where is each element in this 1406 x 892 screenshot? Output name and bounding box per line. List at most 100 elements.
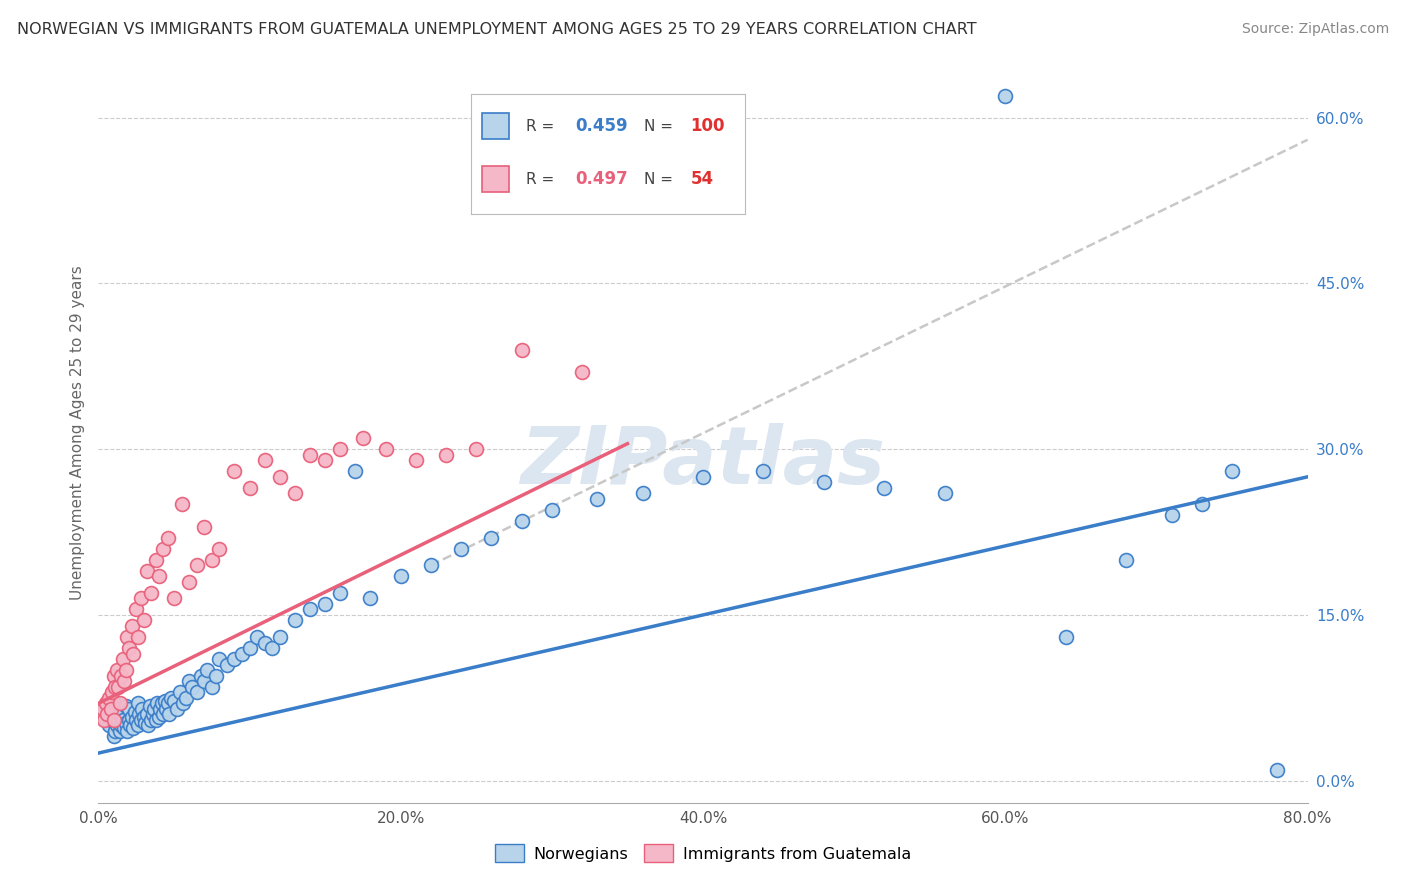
Point	[299, 602, 322, 616]
Point	[186, 558, 208, 573]
Point	[159, 707, 181, 722]
Point	[139, 698, 162, 713]
Point	[112, 674, 135, 689]
Point	[114, 716, 136, 731]
Point	[208, 652, 231, 666]
Point	[152, 541, 174, 556]
Point	[934, 486, 956, 500]
Point	[128, 707, 150, 722]
Point	[96, 707, 118, 722]
Point	[91, 707, 114, 722]
Point	[181, 680, 204, 694]
Point	[129, 591, 152, 606]
Text: 54: 54	[690, 170, 713, 188]
Point	[98, 690, 121, 705]
Point	[145, 552, 167, 566]
Point	[135, 707, 157, 722]
Point	[94, 713, 117, 727]
Point	[510, 343, 533, 357]
Point	[96, 702, 118, 716]
Point	[100, 702, 122, 716]
Point	[231, 647, 253, 661]
Point	[108, 723, 131, 738]
Point	[179, 674, 201, 689]
Text: ZIPatlas: ZIPatlas	[520, 423, 886, 501]
Point	[239, 481, 262, 495]
Point	[131, 702, 153, 716]
Point	[253, 453, 276, 467]
Point	[246, 630, 269, 644]
Point	[115, 630, 138, 644]
Point	[148, 569, 170, 583]
Point	[111, 713, 134, 727]
Point	[114, 663, 136, 677]
Legend: Norwegians, Immigrants from Guatemala: Norwegians, Immigrants from Guatemala	[489, 838, 917, 869]
Point	[1115, 552, 1137, 566]
Point	[108, 697, 131, 711]
Point	[100, 713, 122, 727]
Point	[90, 707, 112, 722]
Point	[107, 680, 129, 694]
Point	[118, 702, 141, 716]
Point	[193, 674, 215, 689]
Text: 0.497: 0.497	[575, 170, 628, 188]
Y-axis label: Unemployment Among Ages 25 to 29 years: Unemployment Among Ages 25 to 29 years	[69, 265, 84, 600]
Point	[122, 647, 145, 661]
Point	[125, 713, 148, 727]
Point	[269, 470, 291, 484]
Point	[152, 707, 174, 722]
Point	[127, 630, 149, 644]
Point	[110, 718, 132, 732]
Point	[201, 680, 224, 694]
Point	[111, 652, 134, 666]
Point	[1054, 630, 1077, 644]
Point	[110, 707, 132, 722]
Point	[586, 491, 609, 506]
Point	[141, 586, 163, 600]
Point	[179, 574, 201, 589]
Point	[420, 558, 443, 573]
Point	[405, 453, 427, 467]
Point	[344, 464, 367, 478]
Point	[103, 730, 125, 744]
Point	[873, 481, 896, 495]
Text: N =: N =	[644, 119, 672, 134]
Point	[114, 698, 136, 713]
Point	[134, 716, 156, 731]
Point	[132, 709, 155, 723]
Point	[142, 707, 165, 722]
Point	[224, 464, 246, 478]
Point	[125, 602, 148, 616]
Point	[101, 707, 124, 722]
Point	[121, 619, 143, 633]
Text: N =: N =	[644, 171, 672, 186]
Point	[163, 591, 186, 606]
FancyBboxPatch shape	[482, 166, 509, 193]
Point	[156, 697, 179, 711]
Point	[169, 685, 191, 699]
Point	[103, 669, 125, 683]
Point	[118, 713, 141, 727]
Point	[201, 552, 224, 566]
Point	[510, 514, 533, 528]
Text: R =: R =	[526, 171, 554, 186]
Point	[195, 663, 218, 677]
Point	[110, 669, 132, 683]
Point	[329, 586, 352, 600]
Point	[98, 718, 121, 732]
Point	[1220, 464, 1243, 478]
Point	[352, 431, 374, 445]
Point	[148, 709, 170, 723]
Point	[1267, 763, 1289, 777]
Point	[103, 713, 125, 727]
Point	[141, 713, 163, 727]
Point	[135, 564, 157, 578]
Point	[160, 690, 183, 705]
Point	[91, 702, 114, 716]
Point	[299, 448, 322, 462]
Point	[1160, 508, 1182, 523]
Point	[172, 697, 194, 711]
Point	[145, 713, 167, 727]
Point	[752, 464, 775, 478]
Point	[120, 718, 142, 732]
